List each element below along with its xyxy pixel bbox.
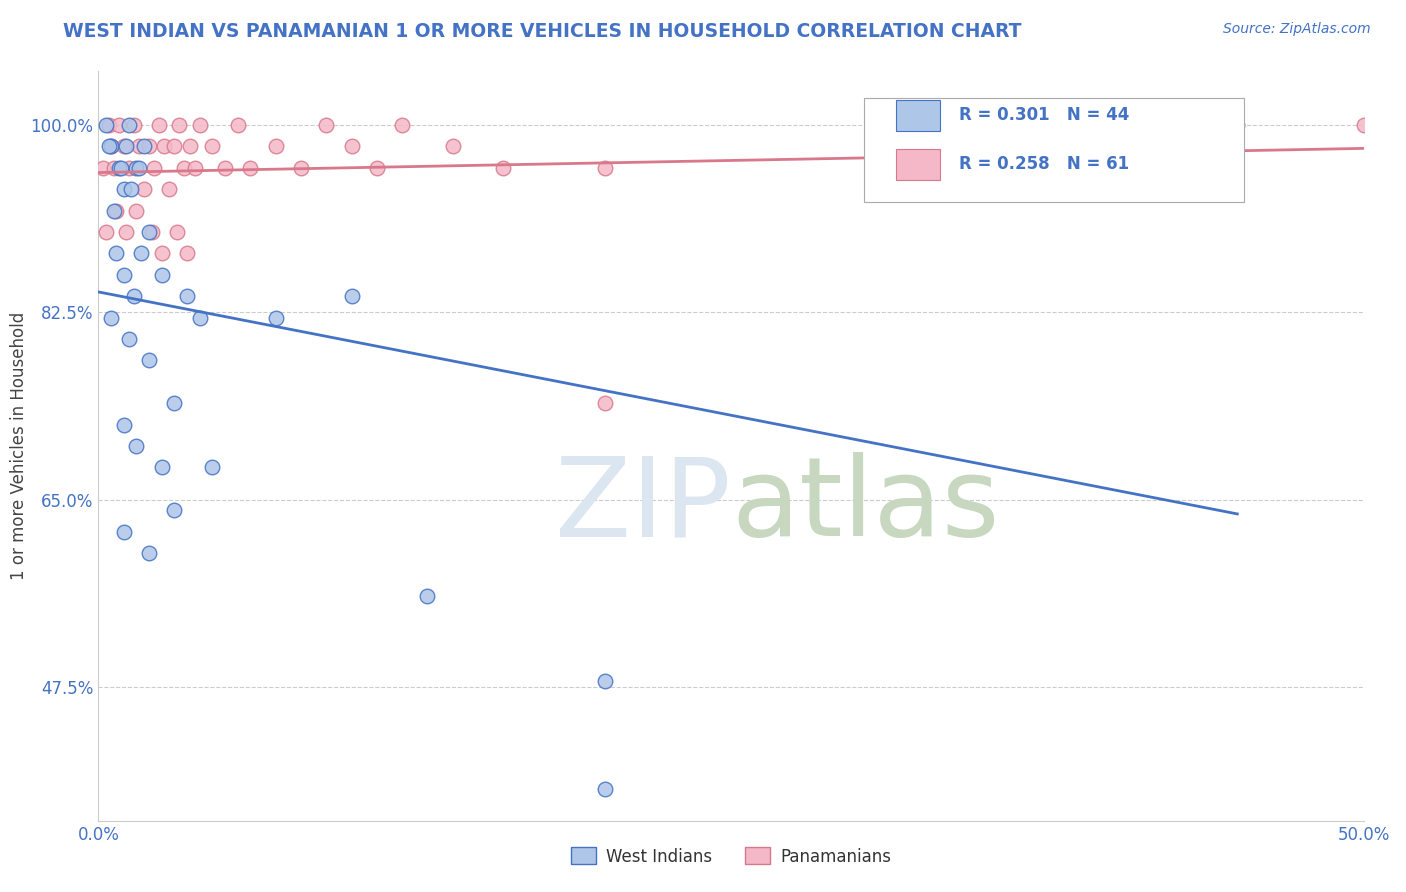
Point — [112, 268, 135, 282]
Point — [115, 225, 138, 239]
Point — [183, 161, 205, 175]
Point — [163, 396, 186, 410]
Point — [264, 310, 287, 325]
Point — [105, 246, 128, 260]
Point — [97, 118, 120, 132]
FancyBboxPatch shape — [863, 97, 1244, 202]
Text: Source: ZipAtlas.com: Source: ZipAtlas.com — [1223, 22, 1371, 37]
Point — [166, 225, 188, 239]
Point — [315, 118, 337, 132]
Point — [103, 203, 125, 218]
Point — [163, 503, 186, 517]
Point — [125, 161, 148, 175]
Point — [100, 139, 122, 153]
Point — [1353, 118, 1375, 132]
Point — [138, 546, 160, 560]
Point — [214, 161, 236, 175]
Point — [103, 161, 125, 175]
Point — [150, 246, 173, 260]
Point — [176, 246, 198, 260]
Point — [120, 182, 142, 196]
Point — [107, 118, 129, 132]
Point — [112, 139, 135, 153]
Point — [122, 289, 145, 303]
Point — [264, 139, 287, 153]
Point — [593, 674, 616, 689]
Point — [118, 332, 141, 346]
Point — [107, 161, 129, 175]
Point — [141, 225, 163, 239]
Point — [1201, 139, 1223, 153]
Point — [118, 118, 141, 132]
Point — [188, 118, 211, 132]
Point — [593, 781, 616, 796]
Point — [340, 139, 363, 153]
Point — [131, 246, 153, 260]
Point — [150, 460, 173, 475]
Point — [138, 225, 160, 239]
Point — [593, 396, 616, 410]
Point — [100, 139, 122, 153]
Text: WEST INDIAN VS PANAMANIAN 1 OR MORE VEHICLES IN HOUSEHOLD CORRELATION CHART: WEST INDIAN VS PANAMANIAN 1 OR MORE VEHI… — [63, 22, 1022, 41]
Point — [100, 310, 122, 325]
Point — [169, 118, 191, 132]
Point — [122, 118, 145, 132]
Point — [201, 460, 224, 475]
Point — [94, 118, 117, 132]
Point — [188, 310, 211, 325]
Point — [157, 182, 180, 196]
Point — [118, 161, 141, 175]
Point — [112, 524, 135, 539]
Point — [340, 289, 363, 303]
Point — [128, 161, 150, 175]
Text: R = 0.301   N = 44: R = 0.301 N = 44 — [959, 106, 1129, 124]
FancyBboxPatch shape — [896, 100, 941, 131]
Point — [226, 118, 249, 132]
Point — [128, 139, 150, 153]
Point — [201, 139, 224, 153]
Point — [148, 118, 170, 132]
Point — [112, 182, 135, 196]
Y-axis label: 1 or more Vehicles in Household: 1 or more Vehicles in Household — [10, 312, 28, 580]
Point — [153, 139, 176, 153]
Point — [176, 289, 198, 303]
Point — [366, 161, 388, 175]
Point — [125, 203, 148, 218]
Point — [416, 589, 439, 603]
Point — [93, 161, 115, 175]
Point — [97, 139, 120, 153]
Text: R = 0.258   N = 61: R = 0.258 N = 61 — [959, 154, 1129, 172]
Point — [163, 139, 186, 153]
Point — [1226, 118, 1249, 132]
Point — [179, 139, 201, 153]
Point — [105, 203, 128, 218]
Point — [492, 161, 515, 175]
Text: atlas: atlas — [731, 452, 1000, 559]
Point — [143, 161, 166, 175]
Point — [593, 161, 616, 175]
Legend: West Indians, Panamanians: West Indians, Panamanians — [564, 841, 898, 872]
Point — [290, 161, 312, 175]
Point — [150, 268, 173, 282]
Point — [112, 417, 135, 432]
Point — [115, 139, 138, 153]
Point — [94, 225, 117, 239]
Point — [132, 182, 155, 196]
Point — [138, 353, 160, 368]
FancyBboxPatch shape — [896, 149, 941, 180]
Point — [125, 439, 148, 453]
Point — [138, 139, 160, 153]
Point — [239, 161, 262, 175]
Point — [391, 118, 413, 132]
Point — [1099, 118, 1122, 132]
Point — [132, 139, 155, 153]
Text: ZIP: ZIP — [555, 452, 731, 559]
Point — [110, 161, 132, 175]
Point — [441, 139, 464, 153]
Point — [173, 161, 195, 175]
